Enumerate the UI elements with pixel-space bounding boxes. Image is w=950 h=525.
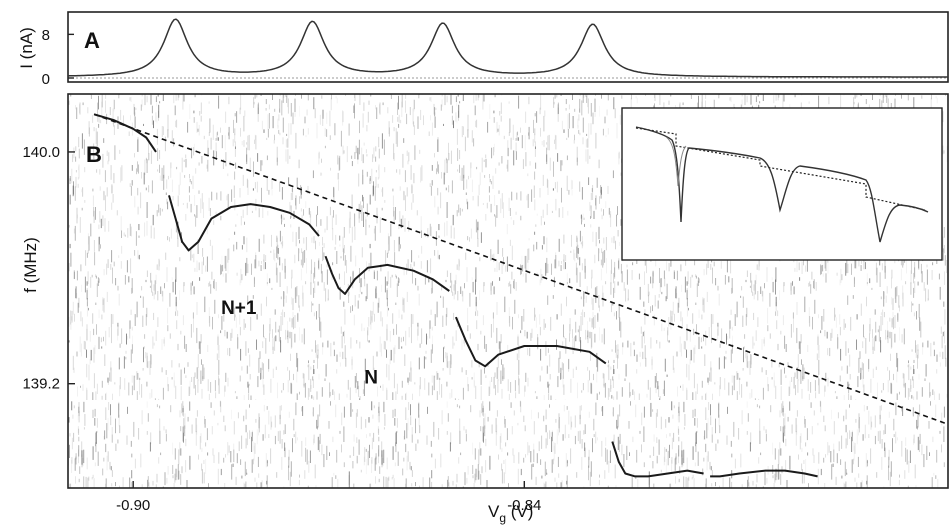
current-trace bbox=[67, 18, 948, 78]
resonance-segment bbox=[168, 195, 320, 252]
resonance-segment bbox=[710, 469, 818, 478]
dashed-trend-line bbox=[93, 113, 949, 426]
panel-b-xtick-090: -0.90 bbox=[116, 497, 150, 514]
panel-a-ytick-8: 8 bbox=[42, 27, 50, 44]
xlabel-main: V bbox=[488, 502, 500, 521]
panel-b-letter: B bbox=[86, 142, 102, 167]
annotation-n-plus-1: N+1 bbox=[221, 298, 257, 319]
panel-b-xtick-084: -0.84 bbox=[507, 497, 541, 514]
xlabel-sub: g bbox=[499, 511, 506, 525]
inset-dotted-steps bbox=[635, 127, 926, 211]
panel-a-ylabel: I (nA) bbox=[17, 27, 36, 69]
inset-frame bbox=[621, 107, 943, 261]
resonance-segment bbox=[93, 113, 157, 153]
inset bbox=[621, 107, 943, 261]
panel-a-letter: A bbox=[84, 28, 100, 53]
inset-curve-secondary bbox=[665, 136, 687, 187]
annotation-n: N bbox=[364, 368, 378, 389]
panel-a: A I (nA) 8 0 bbox=[17, 11, 949, 88]
panel-b-frame bbox=[67, 93, 949, 489]
panel-b: B f (MHz) 140.0 139.2 -0.90 -0.84 Vg (V)… bbox=[21, 93, 949, 525]
panel-b-xlabel: Vg (V) bbox=[488, 502, 533, 525]
panel-a-ytick-0: 0 bbox=[42, 71, 50, 88]
inset-curve bbox=[635, 126, 929, 243]
resonance-segment bbox=[454, 316, 607, 368]
xlabel-unit: (V) bbox=[506, 502, 533, 521]
resonance-segment bbox=[611, 441, 704, 478]
panel-b-ylabel: f (MHz) bbox=[21, 237, 40, 293]
panel-b-ytick-139: 139.2 bbox=[22, 376, 60, 393]
resonance-segment bbox=[324, 255, 450, 295]
panel-b-ytick-140: 140.0 bbox=[22, 144, 60, 161]
panel-a-frame bbox=[67, 11, 949, 83]
